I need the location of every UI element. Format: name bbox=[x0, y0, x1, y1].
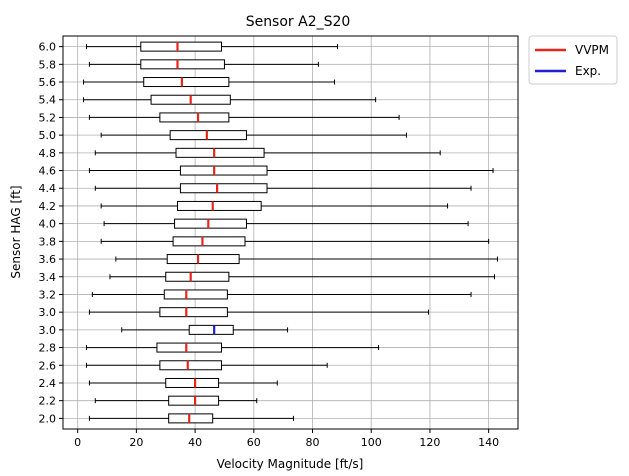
y-tick-label: 5.4 bbox=[39, 94, 57, 107]
box-layer bbox=[83, 41, 498, 424]
plot-area-frame bbox=[62, 35, 519, 430]
box-iqr bbox=[163, 289, 228, 300]
box-iqr bbox=[143, 77, 230, 88]
y-tick-label: 4.6 bbox=[39, 165, 57, 178]
box-vvpm-3-6 bbox=[115, 254, 498, 265]
box-vvpm-4-8 bbox=[94, 147, 441, 158]
y-tick-label: 5.2 bbox=[39, 111, 57, 124]
y-tick-label: 5.6 bbox=[39, 76, 57, 89]
y-tick-label: 2.4 bbox=[39, 377, 57, 390]
y-tick-label: 4.4 bbox=[39, 182, 57, 195]
box-iqr bbox=[169, 130, 247, 141]
box-vvpm-5-4 bbox=[83, 94, 377, 105]
y-tick-label: 3.0 bbox=[39, 306, 57, 319]
y-tick-label: 3.0 bbox=[39, 324, 57, 337]
box-iqr bbox=[168, 413, 214, 424]
box-iqr bbox=[156, 342, 223, 353]
box-vvpm-6-0 bbox=[85, 41, 338, 52]
box-iqr bbox=[179, 183, 268, 194]
box-vvpm-4-6 bbox=[88, 165, 494, 176]
y-tick-label: 3.6 bbox=[39, 253, 57, 266]
x-tick-label: 120 bbox=[419, 436, 440, 449]
legend: VVPM Exp. bbox=[528, 35, 618, 85]
box-iqr bbox=[174, 218, 247, 229]
x-tick-label: 100 bbox=[361, 436, 382, 449]
y-axis-label: Sensor HAG [ft] bbox=[9, 185, 23, 278]
legend-label: Exp. bbox=[575, 64, 601, 78]
y-tick-labels: 2.0 2.2 2.4 2.6 2.8 3.0 3.0 3.2 3.4 3.6 3.8 4.0 4.2 4… bbox=[39, 41, 63, 425]
box-iqr bbox=[165, 377, 220, 388]
box-vvpm-3-8 bbox=[100, 236, 490, 247]
box-iqr bbox=[165, 271, 230, 282]
y-tick-label: 5.0 bbox=[39, 129, 57, 142]
legend-entry-vvpm: VVPM bbox=[535, 43, 609, 57]
y-tick-label: 2.2 bbox=[39, 395, 57, 408]
x-tick-label: 0 bbox=[74, 436, 81, 449]
box-iqr bbox=[176, 200, 262, 211]
chart-title: Sensor A2_S20 bbox=[246, 14, 351, 30]
y-tick-label: 3.2 bbox=[39, 288, 57, 301]
box-iqr bbox=[159, 112, 230, 123]
y-tick-label: 6.0 bbox=[39, 41, 57, 54]
box-iqr bbox=[159, 360, 223, 371]
box-iqr bbox=[140, 59, 225, 70]
legend-entry-exp: Exp. bbox=[535, 64, 601, 78]
y-tick-label: 3.8 bbox=[39, 235, 57, 248]
box-vvpm-3-0 bbox=[88, 307, 429, 318]
y-tick-label: 4.0 bbox=[39, 218, 57, 231]
box-vvpm-2-4 bbox=[88, 377, 278, 388]
y-tick-label: 5.8 bbox=[39, 58, 57, 71]
x-axis-label: Velocity Magnitude [ft/s] bbox=[217, 457, 364, 471]
box-vvpm-2-0 bbox=[88, 413, 294, 424]
y-tick-label: 3.4 bbox=[39, 271, 57, 284]
y-tick-label: 2.8 bbox=[39, 342, 57, 355]
box-iqr bbox=[175, 147, 265, 158]
box-vvpm-4-0 bbox=[103, 218, 469, 229]
box-vvpm-2-8 bbox=[85, 342, 380, 353]
legend-label: VVPM bbox=[575, 43, 609, 57]
x-tick-label: 80 bbox=[306, 436, 320, 449]
x-tick-label: 60 bbox=[247, 436, 261, 449]
box-vvpm-5-0 bbox=[100, 130, 407, 141]
x-tick-label: 140 bbox=[478, 436, 499, 449]
box-iqr bbox=[159, 307, 228, 318]
box-iqr bbox=[172, 236, 246, 247]
box-iqr bbox=[168, 395, 220, 406]
box-iqr bbox=[166, 254, 240, 265]
box-vvpm-2-2 bbox=[94, 395, 258, 406]
box-vvpm-3-4 bbox=[109, 271, 496, 282]
x-tick-label: 40 bbox=[188, 436, 202, 449]
box-vvpm-5-2 bbox=[88, 112, 400, 123]
box-vvpm-5-8 bbox=[88, 59, 319, 70]
x-tick-labels: 0 20 40 60 80 100 120 140 bbox=[74, 429, 499, 449]
x-tick-label: 20 bbox=[129, 436, 143, 449]
box-vvpm-4-4 bbox=[94, 183, 472, 194]
box-vvpm-2-6 bbox=[85, 360, 328, 371]
y-tick-label: 4.8 bbox=[39, 147, 57, 160]
y-tick-label: 2.0 bbox=[39, 412, 57, 425]
y-tick-label: 4.2 bbox=[39, 200, 57, 213]
box-vvpm-4-2 bbox=[100, 200, 449, 211]
box-iqr bbox=[179, 165, 268, 176]
box-iqr bbox=[140, 41, 223, 52]
y-tick-label: 2.6 bbox=[39, 359, 57, 372]
box-iqr bbox=[188, 324, 234, 335]
box-vvpm-3-2 bbox=[91, 289, 472, 300]
box-exp-3-0 bbox=[121, 324, 289, 335]
box-vvpm-5-6 bbox=[83, 77, 336, 88]
